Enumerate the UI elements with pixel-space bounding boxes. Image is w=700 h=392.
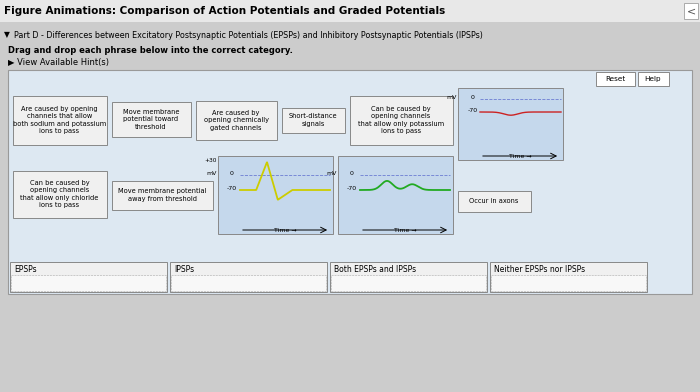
Text: mV: mV [206, 171, 217, 176]
Text: -70: -70 [227, 185, 237, 191]
FancyBboxPatch shape [458, 191, 531, 212]
FancyBboxPatch shape [281, 107, 344, 132]
FancyBboxPatch shape [638, 71, 668, 85]
Text: Time →: Time → [509, 154, 531, 158]
Text: IPSPs: IPSPs [174, 265, 194, 274]
Text: Are caused by
opening chemically
gated channels: Are caused by opening chemically gated c… [204, 109, 269, 131]
Bar [10, 262, 167, 292]
Bar [11, 275, 166, 291]
Bar [218, 156, 333, 234]
Text: Time →: Time → [393, 227, 416, 232]
FancyBboxPatch shape [111, 180, 213, 209]
Bar [8, 70, 692, 294]
Text: -70: -70 [347, 185, 357, 191]
FancyBboxPatch shape [111, 102, 190, 136]
FancyBboxPatch shape [349, 96, 452, 145]
Bar [170, 262, 327, 292]
Text: Reset: Reset [605, 76, 625, 82]
Text: Move membrane
potential toward
threshold: Move membrane potential toward threshold [122, 109, 179, 129]
Text: Drag and drop each phrase below into the correct category.: Drag and drop each phrase below into the… [8, 45, 293, 54]
Text: 0: 0 [471, 94, 475, 100]
Text: Neither EPSPs nor IPSPs: Neither EPSPs nor IPSPs [494, 265, 585, 274]
Text: Occur in axons: Occur in axons [469, 198, 519, 204]
Text: Move membrane potential
away from threshold: Move membrane potential away from thresh… [118, 188, 206, 202]
Text: EPSPs: EPSPs [14, 265, 36, 274]
Bar [458, 88, 563, 160]
Text: +30: +30 [204, 158, 217, 163]
Text: Are caused by opening
channels that allow
both sodium and potassium
ions to pass: Are caused by opening channels that allo… [13, 106, 106, 134]
Text: mV: mV [447, 94, 457, 100]
Bar [330, 262, 487, 292]
Bar [0, 0, 700, 22]
FancyBboxPatch shape [13, 171, 106, 218]
Bar [331, 275, 486, 291]
Text: 0: 0 [350, 171, 354, 176]
Text: Part D - Differences between Excitatory Postsynaptic Potentials (EPSPs) and Inhi: Part D - Differences between Excitatory … [14, 31, 483, 40]
Text: mV: mV [327, 171, 337, 176]
Text: Both EPSPs and IPSPs: Both EPSPs and IPSPs [334, 265, 416, 274]
Text: ▼: ▼ [4, 31, 10, 40]
Text: Figure Animations: Comparison of Action Potentials and Graded Potentials: Figure Animations: Comparison of Action … [4, 6, 445, 16]
Bar [171, 275, 326, 291]
Bar [490, 262, 647, 292]
Text: Can be caused by
opening channels
that allow only potassium
ions to pass: Can be caused by opening channels that a… [358, 106, 444, 134]
Bar [338, 156, 453, 234]
FancyBboxPatch shape [195, 100, 276, 140]
FancyBboxPatch shape [596, 71, 634, 85]
Text: -70: -70 [468, 107, 478, 113]
Bar [491, 275, 646, 291]
Text: ▶ View Available Hint(s): ▶ View Available Hint(s) [8, 58, 109, 67]
Text: Can be caused by
opening channels
that allow only chloride
ions to pass: Can be caused by opening channels that a… [20, 180, 99, 208]
Text: Time →: Time → [274, 227, 296, 232]
FancyBboxPatch shape [13, 96, 106, 145]
Text: Help: Help [645, 76, 662, 82]
Text: <: < [687, 6, 696, 16]
Text: Short-distance
signals: Short-distance signals [288, 113, 337, 127]
Text: 0: 0 [230, 171, 234, 176]
